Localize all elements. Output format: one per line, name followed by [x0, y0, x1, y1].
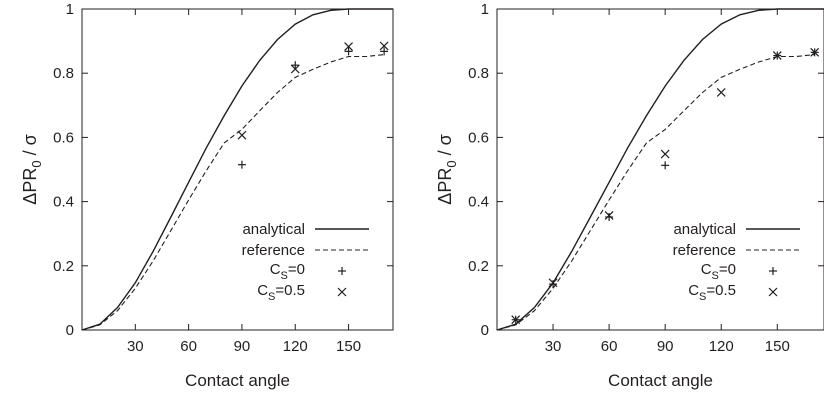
left-chart: 0 0.2 0.4 0.6 0.8 1 30 60 90 120 150 Contact angle Δ…: [20, 1, 394, 390]
data-point-x: [379, 41, 389, 51]
marker-stroke: [716, 88, 726, 97]
legend-label-cs-main: C: [688, 282, 699, 299]
y-tick-label: 0.8: [468, 65, 489, 82]
legend-label-cs-sub: S: [281, 270, 288, 282]
legend-label-cs-sub: S: [699, 291, 706, 303]
y-tick-label: 0: [481, 322, 489, 339]
marker-stroke: [604, 210, 614, 220]
y-axis-label-tail: / σ: [20, 134, 40, 160]
y-tick-label: 0.6: [53, 129, 74, 146]
legend-label-cs: CS=0.5: [257, 282, 305, 303]
y-tick-label: 1: [66, 1, 74, 18]
data-point-plus: [605, 213, 614, 222]
y-tick-label: 0.8: [53, 65, 74, 82]
x-tick-label: 120: [283, 338, 308, 355]
y-tick-label: 0.2: [468, 258, 489, 275]
marker-stroke: [660, 149, 670, 159]
data-point-x: [290, 64, 300, 74]
legend-label-analytical: analytical: [242, 221, 305, 238]
data-point-x: [344, 42, 353, 51]
x-tick-label: 150: [765, 338, 790, 355]
plot-frame: [81, 8, 394, 331]
x-axis-label: Contact angle: [608, 371, 713, 390]
legend-label-reference: reference: [673, 242, 736, 259]
legend-label-cs-tail: =0.5: [706, 282, 736, 299]
y-axis-label-main: ΔPR: [435, 168, 455, 205]
legend-label-cs-main: C: [270, 261, 281, 278]
data-point-x: [660, 149, 670, 159]
plot-frame: [496, 8, 824, 331]
x-tick-label: 150: [336, 338, 361, 355]
legend-label-analytical: analytical: [673, 221, 736, 238]
series-line-reference: [496, 54, 815, 331]
x-axis-label: Contact angle: [185, 371, 290, 390]
marker-stroke: [344, 42, 353, 51]
marker-stroke: [290, 64, 300, 74]
legend-label-cs: CS=0: [270, 261, 305, 282]
legend-label-reference: reference: [242, 242, 305, 259]
data-point-plus: [549, 280, 558, 289]
x-tick-label: 60: [601, 338, 618, 355]
marker-stroke: [511, 315, 521, 325]
legend-label-cs-tail: =0: [288, 261, 305, 278]
series-line-reference: [81, 54, 385, 331]
data-point-plus: [661, 161, 670, 170]
legend-label-cs-tail: =0.5: [275, 282, 305, 299]
marker-stroke: [772, 51, 782, 60]
y-tick-label: 0: [66, 322, 74, 339]
legend-swatch: [337, 287, 347, 297]
data-point-x: [810, 47, 820, 57]
legend-label-cs-main: C: [257, 282, 268, 299]
y-axis-label: ΔPR0 / σ: [435, 134, 459, 204]
series-line-analytical: [81, 8, 393, 331]
data-point-x: [604, 210, 614, 220]
x-tick-label: 120: [709, 338, 734, 355]
y-tick-label: 1: [481, 1, 489, 18]
y-axis-label-tail: / σ: [435, 134, 455, 160]
y-tick-label: 0.2: [53, 258, 74, 275]
y-tick-label: 0.4: [468, 194, 489, 211]
legend-label-cs: CS=0.5: [688, 282, 736, 303]
y-axis-label-group: ΔPR0 / σ: [435, 134, 459, 204]
y-axis-label-main: ΔPR: [20, 168, 40, 205]
x-tick-label: 90: [234, 338, 251, 355]
legend-label-cs-sub: S: [712, 270, 719, 282]
legend-label-cs-main: C: [701, 261, 712, 278]
data-point-plus: [380, 47, 389, 56]
data-point-plus: [344, 47, 353, 56]
marker-stroke: [548, 278, 558, 288]
legend-swatch: [768, 287, 778, 297]
y-axis-label-sub: 0: [444, 160, 459, 167]
x-tick-label: 60: [180, 338, 197, 355]
y-axis-label-group: ΔPR0 / σ: [20, 134, 44, 204]
legend-label-cs-tail: =0: [719, 261, 736, 278]
data-point-x: [237, 130, 247, 140]
y-axis-label-sub: 0: [29, 160, 44, 167]
data-point-plus: [237, 160, 246, 169]
marker-stroke: [237, 130, 247, 140]
data-point-x: [548, 278, 558, 288]
data-point-x: [511, 315, 521, 325]
y-axis-label: ΔPR0 / σ: [20, 134, 44, 204]
y-tick-label: 0.4: [53, 194, 74, 211]
x-tick-label: 90: [657, 338, 674, 355]
y-tick-label: 0.6: [468, 129, 489, 146]
x-tick-label: 30: [545, 338, 562, 355]
marker-stroke: [379, 41, 389, 51]
data-point-x: [772, 51, 782, 60]
x-tick-label: 30: [127, 338, 144, 355]
data-point-plus: [291, 61, 300, 70]
right-chart: 0 0.2 0.4 0.6 0.8 1 30 60 90 120 150 Contact angle Δ…: [435, 1, 824, 390]
marker-stroke: [810, 47, 820, 57]
legend-label-cs-sub: S: [268, 291, 275, 303]
data-point-x: [716, 88, 726, 97]
legend-label-cs: CS=0: [701, 261, 736, 282]
